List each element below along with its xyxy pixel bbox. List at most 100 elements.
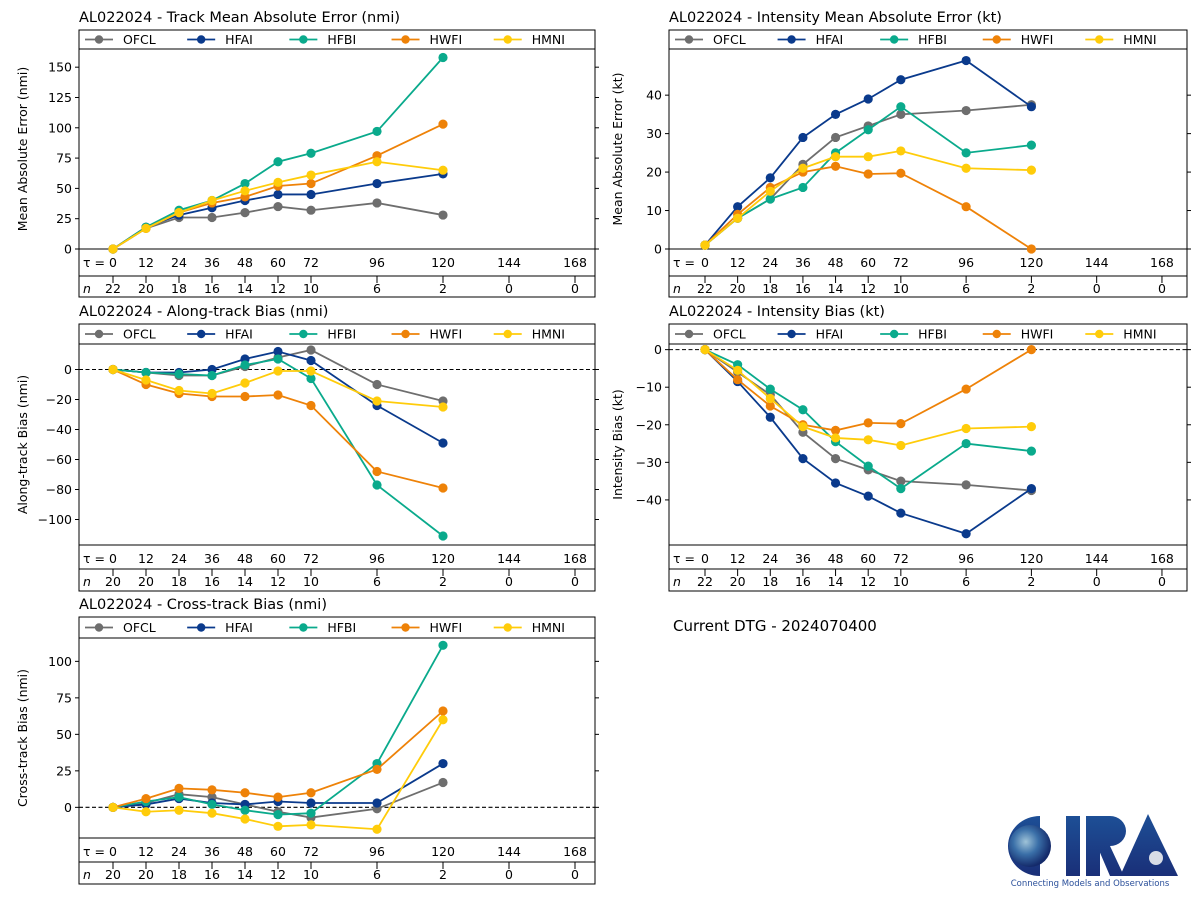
tau-tick-label: 48 xyxy=(828,255,844,270)
legend-label: HWFI xyxy=(430,620,463,635)
legend-marker xyxy=(992,329,1001,339)
data-point xyxy=(207,212,217,223)
tau-label: τ = xyxy=(83,551,105,566)
series-ofcl xyxy=(108,198,448,254)
data-point xyxy=(273,792,283,802)
legend-item-ofcl: OFCL xyxy=(85,620,156,635)
n-count-label: 0 xyxy=(571,574,579,589)
data-point xyxy=(830,152,841,162)
legend-item-hmni: HMNI xyxy=(493,327,565,342)
data-point xyxy=(798,132,808,143)
data-point xyxy=(207,785,217,795)
n-count-label: 20 xyxy=(138,867,154,882)
data-point xyxy=(372,198,382,208)
tau-tick-label: 120 xyxy=(431,551,455,566)
data-point xyxy=(438,210,448,220)
data-point xyxy=(798,453,808,464)
legend-label: HFAI xyxy=(816,32,844,47)
n-label: n xyxy=(673,574,681,589)
legend-label: HMNI xyxy=(532,32,565,47)
y-axis-label: Intensity Bias (kt) xyxy=(610,389,625,499)
data-point xyxy=(1026,140,1036,150)
legend-label: HWFI xyxy=(430,32,463,47)
axes-frame xyxy=(78,29,596,298)
legend-label: OFCL xyxy=(123,620,156,635)
n-count-label: 20 xyxy=(105,867,121,882)
legend-item-hwfi: HWFI xyxy=(391,620,463,635)
y-tick-label: 100 xyxy=(48,120,72,135)
series-line xyxy=(704,348,1032,447)
n-count-label: 18 xyxy=(171,574,187,589)
legend-item-ofcl: OFCL xyxy=(675,327,746,342)
legend-item-hwfi: HWFI xyxy=(982,327,1053,342)
data-point xyxy=(306,345,316,355)
n-count-label: 20 xyxy=(105,574,121,589)
tau-tick-label: 24 xyxy=(171,844,187,859)
tau-tick-label: 24 xyxy=(762,551,778,566)
data-point xyxy=(700,240,710,250)
data-point xyxy=(733,213,743,223)
data-point xyxy=(306,373,316,384)
data-point xyxy=(961,438,971,449)
legend-label: HFAI xyxy=(225,32,253,47)
n-count-label: 6 xyxy=(373,281,381,296)
legend-marker xyxy=(503,35,512,44)
data-point xyxy=(174,792,184,802)
data-point xyxy=(273,177,283,187)
legend-marker xyxy=(196,623,206,632)
n-label: n xyxy=(673,281,681,296)
y-tick-label: 100 xyxy=(48,654,72,669)
data-point xyxy=(207,195,217,206)
n-count-label: 0 xyxy=(505,574,513,589)
data-point xyxy=(765,393,775,404)
n-count-label: 14 xyxy=(828,281,844,296)
n-label: n xyxy=(83,574,91,589)
data-point xyxy=(141,375,151,385)
data-point xyxy=(438,483,448,493)
tau-tick-label: 48 xyxy=(828,551,844,566)
n-count-label: 22 xyxy=(697,574,713,589)
n-count-label: 16 xyxy=(204,867,220,882)
legend-label: HFBI xyxy=(327,32,356,47)
n-count-label: 12 xyxy=(270,574,286,589)
series-hfai xyxy=(700,345,1036,539)
tau-tick-label: 0 xyxy=(109,551,117,566)
series-hfbi xyxy=(108,640,448,820)
legend-label: HFBI xyxy=(327,327,356,342)
legend-label: HFAI xyxy=(225,327,253,342)
data-point xyxy=(306,820,316,830)
tau-tick-label: 96 xyxy=(369,844,385,859)
data-point xyxy=(207,799,217,810)
data-point xyxy=(961,423,971,434)
tau-tick-label: 168 xyxy=(563,551,587,566)
data-point xyxy=(207,808,217,818)
n-count-label: 0 xyxy=(1158,281,1166,296)
data-point xyxy=(273,201,283,212)
tau-tick-label: 96 xyxy=(958,255,974,270)
n-count-label: 16 xyxy=(204,281,220,296)
tau-tick-label: 144 xyxy=(1085,255,1109,270)
y-tick-label: 0 xyxy=(64,362,72,377)
tau-tick-label: 12 xyxy=(138,844,154,859)
data-point xyxy=(273,189,283,200)
data-point xyxy=(273,346,283,357)
legend-label: HWFI xyxy=(430,327,463,342)
legend-marker xyxy=(684,35,694,44)
n-count-label: 0 xyxy=(571,281,579,296)
data-point xyxy=(108,364,118,375)
legend-marker xyxy=(992,35,1001,44)
tau-tick-label: 36 xyxy=(204,844,220,859)
y-axis-label: Mean Absolute Error (nmi) xyxy=(15,67,30,231)
series-hwfi xyxy=(108,706,448,812)
data-point xyxy=(207,388,217,399)
data-point xyxy=(273,157,283,167)
n-count-label: 2 xyxy=(1027,574,1035,589)
legend-item-ofcl: OFCL xyxy=(85,327,156,342)
tau-tick-label: 0 xyxy=(701,255,709,270)
legend-label: HFBI xyxy=(918,327,947,342)
series-line xyxy=(112,368,444,489)
tau-tick-label: 120 xyxy=(1019,551,1043,566)
data-point xyxy=(798,182,808,193)
data-point xyxy=(1026,244,1036,254)
